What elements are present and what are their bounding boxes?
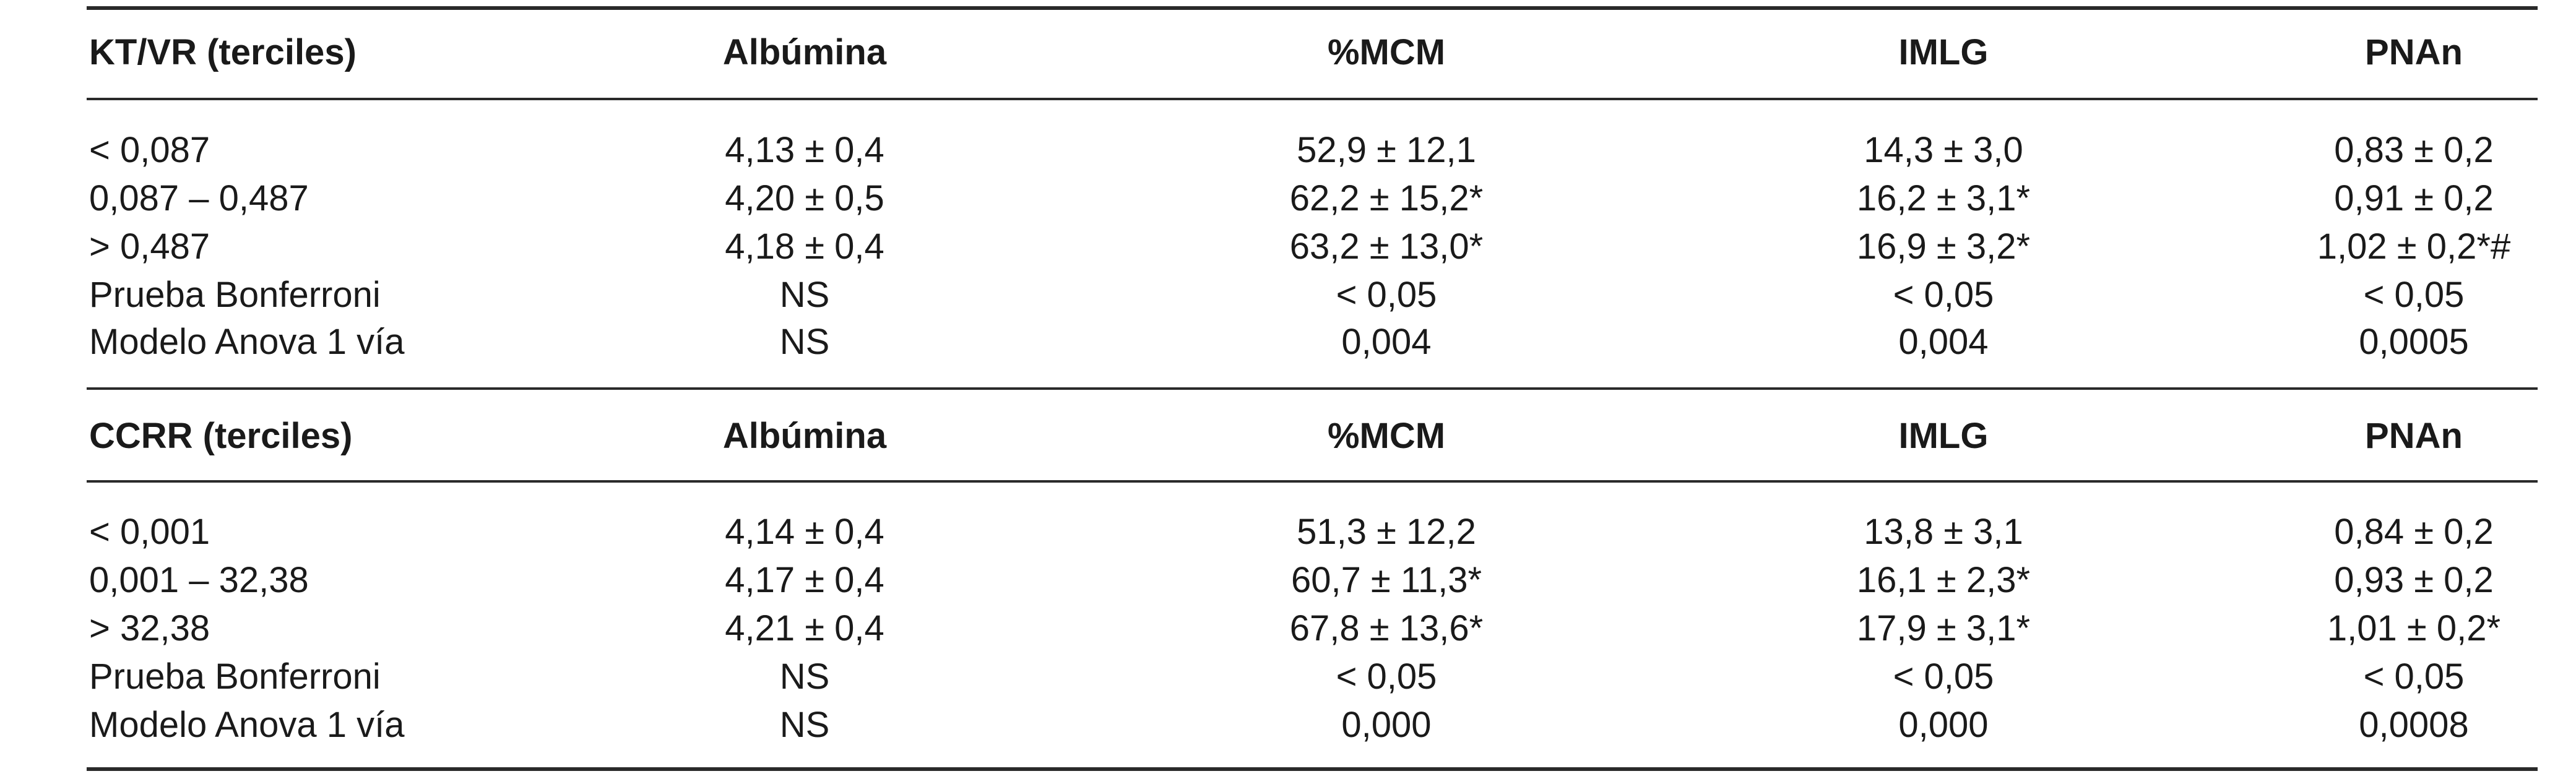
- mcm-value: 63,2 ± 13,0*: [1289, 226, 1484, 267]
- pnan-value: 0,91 ± 0,2: [2334, 178, 2494, 218]
- table-row: > 0,487 4,18 ± 0,4 63,2 ± 13,0* 16,9 ± 3…: [0, 223, 2576, 270]
- imlg-value: 0,000: [1898, 705, 1989, 745]
- imlg-value: < 0,05: [1893, 275, 1994, 315]
- row-label: Prueba Bonferroni: [89, 275, 381, 315]
- row-label: Modelo Anova 1 vía: [89, 705, 405, 745]
- albumina-value: 4,14 ± 0,4: [725, 512, 884, 552]
- imlg-value: 16,2 ± 3,1*: [1856, 178, 2031, 218]
- table-row: Modelo Anova 1 vía NS 0,004 0,004 0,0005: [0, 319, 2576, 365]
- mcm-value: 67,8 ± 13,6*: [1289, 608, 1484, 648]
- table-top-rule: [87, 6, 2538, 10]
- albumina-value: 4,13 ± 0,4: [725, 130, 884, 170]
- imlg-value: 13,8 ± 3,1: [1864, 512, 2023, 552]
- pnan-value: < 0,05: [2363, 275, 2465, 315]
- section2-header-group: CCRR (terciles): [89, 416, 353, 456]
- pnan-value: 1,01 ± 0,2*: [2327, 608, 2501, 648]
- mcm-value: 60,7 ± 11,3*: [1290, 560, 1482, 600]
- albumina-value: 4,18 ± 0,4: [725, 226, 884, 267]
- mcm-value: 0,004: [1341, 322, 1432, 362]
- header-albumina: Albúmina: [722, 32, 887, 72]
- albumina-value: NS: [779, 705, 830, 745]
- header-albumina: Albúmina: [722, 416, 887, 456]
- header-imlg: IMLG: [1898, 32, 1989, 72]
- mcm-value: < 0,05: [1336, 275, 1437, 315]
- albumina-value: 4,20 ± 0,5: [725, 178, 884, 218]
- row-label: > 0,487: [89, 226, 210, 267]
- table-row: > 32,38 4,21 ± 0,4 67,8 ± 13,6* 17,9 ± 3…: [0, 605, 2576, 652]
- mcm-value: < 0,05: [1336, 656, 1437, 697]
- table-row: 0,001 – 32,38 4,17 ± 0,4 60,7 ± 11,3* 16…: [0, 557, 2576, 603]
- section-divider-rule: [87, 387, 2538, 390]
- header-pnan: PNAn: [2365, 416, 2463, 456]
- table-row: Modelo Anova 1 vía NS 0,000 0,000 0,0008: [0, 702, 2576, 748]
- mcm-value: 0,000: [1341, 705, 1432, 745]
- section1-header-row: KT/VR (terciles) Albúmina %MCM IMLG PNAn: [0, 29, 2576, 75]
- row-label: < 0,001: [89, 512, 210, 552]
- header-mcm: %MCM: [1327, 32, 1446, 72]
- pnan-value: 0,93 ± 0,2: [2334, 560, 2494, 600]
- pnan-value: 0,0008: [2359, 705, 2469, 745]
- imlg-value: 17,9 ± 3,1*: [1856, 608, 2031, 648]
- row-label: > 32,38: [89, 608, 210, 648]
- section1-header-rule: [87, 98, 2538, 100]
- imlg-value: 14,3 ± 3,0: [1864, 130, 2023, 170]
- section1-header-group: KT/VR (terciles): [89, 32, 357, 72]
- mcm-value: 51,3 ± 12,2: [1297, 512, 1476, 552]
- row-label: Prueba Bonferroni: [89, 656, 381, 697]
- mcm-value: 62,2 ± 15,2*: [1289, 178, 1484, 218]
- pnan-value: 0,0005: [2359, 322, 2469, 362]
- pnan-value: 0,84 ± 0,2: [2334, 512, 2494, 552]
- albumina-value: 4,21 ± 0,4: [725, 608, 884, 648]
- albumina-value: NS: [779, 275, 830, 315]
- table-bottom-rule: [87, 767, 2538, 771]
- albumina-value: NS: [779, 322, 830, 362]
- albumina-value: 4,17 ± 0,4: [725, 560, 884, 600]
- imlg-value: 16,1 ± 2,3*: [1856, 560, 2031, 600]
- row-label: 0,001 – 32,38: [89, 560, 309, 600]
- header-pnan: PNAn: [2365, 32, 2463, 72]
- table-row: < 0,087 4,13 ± 0,4 52,9 ± 12,1 14,3 ± 3,…: [0, 127, 2576, 173]
- mcm-value: 52,9 ± 12,1: [1297, 130, 1476, 170]
- pnan-value: < 0,05: [2363, 656, 2465, 697]
- header-mcm: %MCM: [1327, 416, 1446, 456]
- section2-header-row: CCRR (terciles) Albúmina %MCM IMLG PNAn: [0, 413, 2576, 459]
- imlg-value: 16,9 ± 3,2*: [1856, 226, 2031, 267]
- table-row: Prueba Bonferroni NS < 0,05 < 0,05 < 0,0…: [0, 272, 2576, 318]
- pnan-value: 1,02 ± 0,2*#: [2317, 226, 2511, 267]
- table-row: 0,087 – 0,487 4,20 ± 0,5 62,2 ± 15,2* 16…: [0, 175, 2576, 222]
- pnan-value: 0,83 ± 0,2: [2334, 130, 2494, 170]
- albumina-value: NS: [779, 656, 830, 697]
- header-imlg: IMLG: [1898, 416, 1989, 456]
- section2-header-rule: [87, 480, 2538, 483]
- imlg-value: 0,004: [1898, 322, 1989, 362]
- row-label: 0,087 – 0,487: [89, 178, 309, 218]
- table-row: < 0,001 4,14 ± 0,4 51,3 ± 12,2 13,8 ± 3,…: [0, 509, 2576, 555]
- table-row: Prueba Bonferroni NS < 0,05 < 0,05 < 0,0…: [0, 653, 2576, 700]
- imlg-value: < 0,05: [1893, 656, 1994, 697]
- row-label: Modelo Anova 1 vía: [89, 322, 405, 362]
- row-label: < 0,087: [89, 130, 210, 170]
